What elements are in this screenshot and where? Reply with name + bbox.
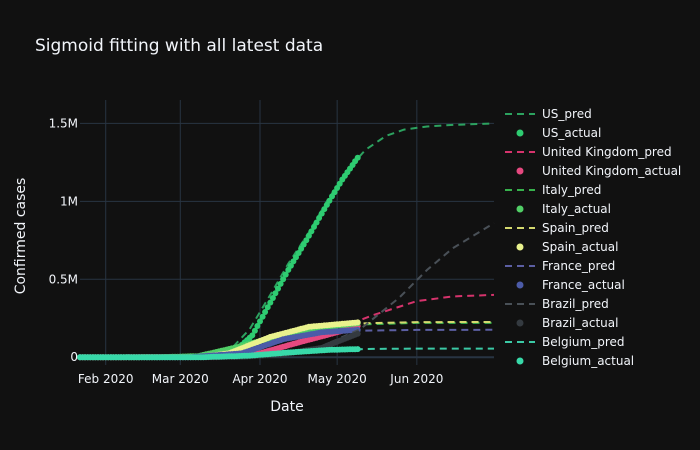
legend-label: Belgium_pred xyxy=(542,335,624,349)
grid-layer xyxy=(80,100,494,365)
point-us-actual xyxy=(316,215,323,221)
legend-label: France_actual xyxy=(542,278,625,292)
legend[interactable]: US_pred US_actual United Kingdom_pred Unite… xyxy=(505,107,681,368)
point-us-actual xyxy=(308,228,315,235)
legend-item-brazil-pred[interactable]: Brazil_pred xyxy=(505,297,609,311)
legend-label: Italy_pred xyxy=(542,183,601,197)
tick-layer: Feb 2020 Mar 2020 Apr 2020 May 2020 Jun 2020… xyxy=(49,116,444,386)
line-brazil-pred xyxy=(80,222,495,359)
legend-item-belgium-pred[interactable]: Belgium_pred xyxy=(505,335,624,349)
line-france-pred xyxy=(80,328,495,359)
point-us-actual xyxy=(311,223,317,230)
point-us-actual xyxy=(334,185,341,191)
point-us-actual xyxy=(259,313,266,320)
legend-item-france-actual[interactable]: France_actual xyxy=(516,278,625,292)
legend-item-us-actual[interactable]: US_actual xyxy=(516,126,602,140)
x-axis-title: Date xyxy=(270,399,303,415)
x-tick-label: May 2020 xyxy=(308,372,367,386)
legend-swatch xyxy=(516,319,524,327)
legend-swatch xyxy=(516,205,524,213)
y-tick-label: 1.5M xyxy=(49,116,78,130)
x-tick-label: Apr 2020 xyxy=(232,372,287,386)
point-us-actual xyxy=(277,280,284,287)
legend-label: Italy_actual xyxy=(542,202,611,216)
point-us-actual xyxy=(313,219,320,226)
series-belgium-actual xyxy=(77,346,361,361)
legend-item-belgium-actual[interactable]: Belgium_actual xyxy=(516,354,635,368)
point-us-actual xyxy=(326,197,333,204)
series-brazil-pred xyxy=(80,222,495,359)
line-spain-pred xyxy=(80,321,495,359)
series-france-pred xyxy=(80,328,495,359)
point-us-actual xyxy=(303,237,310,244)
point-us-actual xyxy=(280,276,287,283)
chart-title: Sigmoid fitting with all latest data xyxy=(35,36,323,56)
legend-label: US_actual xyxy=(542,126,601,140)
legend-label: France_pred xyxy=(542,259,615,273)
point-us-actual xyxy=(257,318,263,325)
line-us-pred xyxy=(80,122,495,359)
legend-label: Brazil_actual xyxy=(542,316,618,330)
point-us-actual xyxy=(249,332,256,339)
point-us-actual xyxy=(282,271,289,278)
point-us-actual xyxy=(275,285,281,292)
legend-label: Belgium_actual xyxy=(542,354,634,368)
legend-swatch xyxy=(516,281,524,289)
legend-item-spain-pred[interactable]: Spain_pred xyxy=(505,221,609,235)
point-us-actual xyxy=(354,154,361,161)
legend-item-italy-pred[interactable]: Italy_pred xyxy=(505,183,601,197)
point-us-actual xyxy=(267,299,274,306)
x-tick-label: Mar 2020 xyxy=(152,372,209,386)
legend-label: US_pred xyxy=(542,107,592,121)
point-spain-actual xyxy=(354,319,361,326)
legend-label: Brazil_pred xyxy=(542,297,609,311)
y-tick-label: 0.5M xyxy=(49,272,78,286)
point-brazil-actual xyxy=(354,330,361,337)
point-us-actual xyxy=(262,309,269,315)
x-tick-label: Feb 2020 xyxy=(78,372,134,386)
legend-item-france-pred[interactable]: France_pred xyxy=(505,259,615,273)
legend-label: United Kingdom_pred xyxy=(542,145,672,159)
legend-item-united-kingdom-actual[interactable]: United Kingdom_actual xyxy=(516,164,682,178)
legend-swatch xyxy=(516,129,524,137)
point-us-actual xyxy=(318,210,325,217)
legend-item-brazil-actual[interactable]: Brazil_actual xyxy=(516,316,619,330)
point-us-actual xyxy=(254,323,261,329)
series-spain-pred xyxy=(80,321,495,359)
point-us-actual xyxy=(305,232,312,239)
legend-item-us-pred[interactable]: US_pred xyxy=(505,107,592,121)
point-belgium-actual xyxy=(354,346,361,353)
y-tick-label: 0 xyxy=(70,350,78,364)
point-us-actual xyxy=(272,290,279,297)
legend-label: Spain_pred xyxy=(542,221,609,235)
legend-swatch xyxy=(516,167,524,175)
point-us-actual xyxy=(269,295,276,301)
legend-item-united-kingdom-pred[interactable]: United Kingdom_pred xyxy=(505,145,672,159)
legend-label: United Kingdom_actual xyxy=(542,164,681,178)
point-us-actual xyxy=(251,327,258,334)
legend-label: Spain_actual xyxy=(542,240,618,254)
legend-item-italy-actual[interactable]: Italy_actual xyxy=(516,202,611,216)
legend-swatch xyxy=(516,243,524,251)
legend-item-spain-actual[interactable]: Spain_actual xyxy=(516,240,619,254)
legend-swatch xyxy=(516,357,524,365)
point-us-actual xyxy=(298,245,305,252)
series-us-pred xyxy=(80,122,495,359)
point-us-actual xyxy=(264,304,271,311)
series-layer xyxy=(77,122,495,361)
y-axis-title: Confirmed cases xyxy=(13,178,29,295)
y-tick-label: 1M xyxy=(60,194,78,208)
x-tick-label: Jun 2020 xyxy=(389,372,443,386)
